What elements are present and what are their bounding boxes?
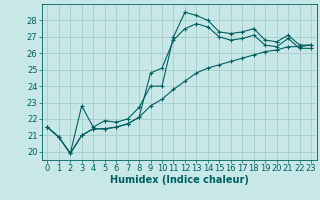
X-axis label: Humidex (Indice chaleur): Humidex (Indice chaleur) bbox=[110, 175, 249, 185]
